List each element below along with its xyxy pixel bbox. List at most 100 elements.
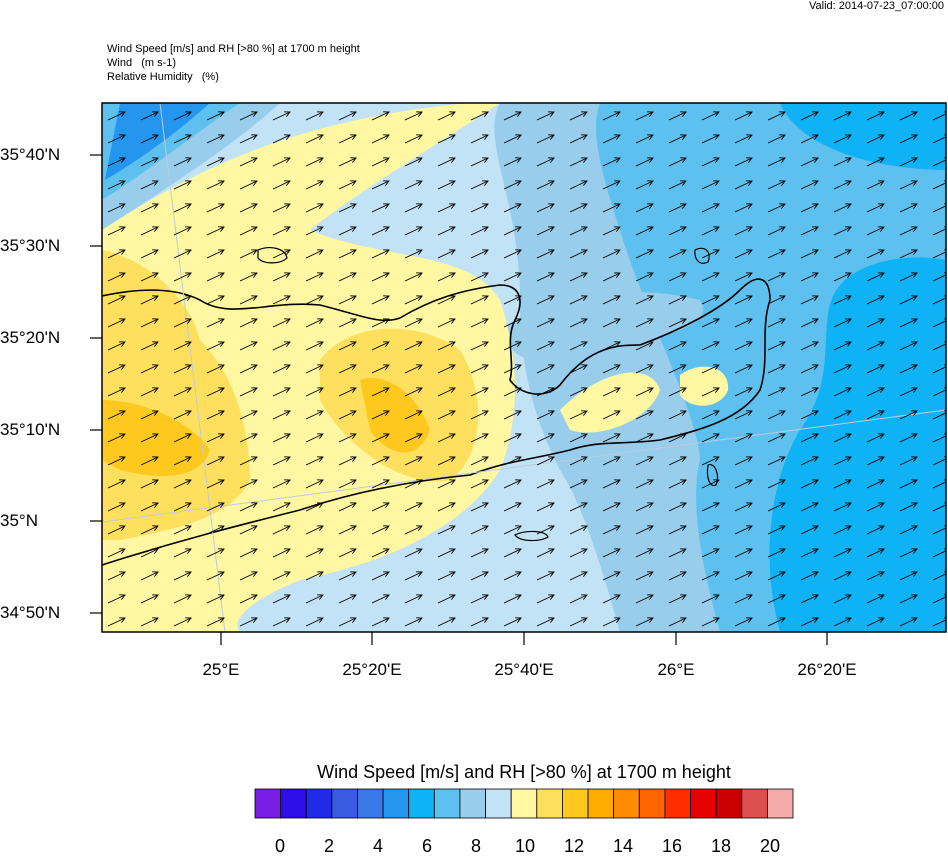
- wind-arrow: [899, 388, 917, 397]
- wind-arrow: [767, 595, 785, 604]
- wind-arrow: [866, 572, 884, 581]
- wind-arrow: [635, 319, 653, 328]
- wind-arrow: [140, 273, 158, 282]
- colorbar-swatch: [536, 788, 563, 819]
- wind-arrow: [602, 503, 620, 512]
- wind-arrow: [866, 388, 884, 397]
- wind-arrow: [635, 181, 653, 190]
- wind-arrow: [503, 319, 521, 328]
- wind-arrow: [338, 480, 356, 489]
- wind-arrow: [899, 365, 917, 374]
- wind-arrow: [173, 250, 191, 259]
- wind-arrow: [140, 204, 158, 213]
- wind-arrow: [536, 434, 554, 443]
- wind-arrow: [833, 503, 851, 512]
- wind-arrow: [173, 135, 191, 144]
- wind-arrow: [932, 112, 946, 121]
- colorbar-label: 20: [759, 836, 781, 856]
- wind-arrow: [107, 112, 125, 121]
- wind-arrow: [173, 342, 191, 351]
- wind-arrow: [734, 112, 752, 121]
- wind-arrow: [338, 549, 356, 558]
- wind-arrow: [239, 365, 257, 374]
- wind-arrow: [140, 457, 158, 466]
- meridian-line: [159, 103, 226, 632]
- wind-arrow: [833, 296, 851, 305]
- wind-arrow: [107, 181, 125, 190]
- wind-arrow: [668, 296, 686, 305]
- wind-arrow: [272, 388, 290, 397]
- wind-arrow: [338, 457, 356, 466]
- wind-arrow: [767, 135, 785, 144]
- wind-arrow: [635, 227, 653, 236]
- wind-arrow: [866, 296, 884, 305]
- wind-arrow: [866, 319, 884, 328]
- wind-arrow: [239, 572, 257, 581]
- wind-arrow: [635, 526, 653, 535]
- wind-arrow: [701, 112, 719, 121]
- wind-arrow: [602, 158, 620, 167]
- wind-arrow: [767, 618, 785, 627]
- wind-arrow: [173, 204, 191, 213]
- wind-arrow: [338, 250, 356, 259]
- wind-arrow: [932, 227, 946, 236]
- wind-arrow: [569, 503, 587, 512]
- wind-arrow: [371, 158, 389, 167]
- wind-arrow: [305, 204, 323, 213]
- colorbar-swatch: [305, 788, 333, 819]
- wind-arrow: [272, 411, 290, 420]
- wind-arrow: [932, 158, 946, 167]
- wind-arrow: [404, 388, 422, 397]
- wind-arrow: [635, 365, 653, 374]
- wind-arrow: [272, 273, 290, 282]
- wind-arrow: [536, 181, 554, 190]
- wind-arrow: [569, 480, 587, 489]
- wind-arrow: [173, 480, 191, 489]
- wind-arrow: [305, 618, 323, 627]
- wind-arrow: [734, 296, 752, 305]
- wind-arrow: [206, 204, 224, 213]
- wind-arrow: [866, 595, 884, 604]
- wind-arrow: [107, 250, 125, 259]
- wind-arrow: [239, 457, 257, 466]
- wind-arrow: [272, 526, 290, 535]
- wind-arrow: [668, 158, 686, 167]
- wind-arrow: [206, 480, 224, 489]
- wind-arrow: [107, 388, 125, 397]
- wind-arrow: [239, 595, 257, 604]
- wind-arrow: [734, 618, 752, 627]
- wind-arrow: [272, 135, 290, 144]
- wind-arrow: [767, 227, 785, 236]
- wind-arrow: [437, 411, 455, 420]
- wind-arrow: [206, 526, 224, 535]
- wind-arrow: [899, 296, 917, 305]
- wind-arrow: [503, 158, 521, 167]
- wind-arrow: [107, 457, 125, 466]
- wind-arrow: [239, 549, 257, 558]
- wind-arrow: [833, 227, 851, 236]
- wind-arrow: [602, 572, 620, 581]
- colorbar-swatch: [459, 788, 486, 819]
- wind-arrow: [536, 457, 554, 466]
- wind-arrow: [470, 434, 488, 443]
- wind-arrow: [239, 526, 257, 535]
- wind-arrow: [338, 411, 356, 420]
- wind-arrow: [602, 296, 620, 305]
- wind-arrow: [635, 618, 653, 627]
- lon-label-3: 25°40'E: [494, 660, 554, 679]
- wind-arrow: [767, 342, 785, 351]
- wind-arrow: [569, 273, 587, 282]
- wind-arrow: [272, 618, 290, 627]
- wind-arrow: [404, 227, 422, 236]
- colorbar-swatch: [690, 788, 717, 819]
- wind-arrow: [800, 411, 818, 420]
- wind-arrow: [767, 250, 785, 259]
- wind-arrow: [734, 342, 752, 351]
- wind-arrow: [800, 250, 818, 259]
- wind-arrow: [107, 158, 125, 167]
- wind-arrow: [437, 319, 455, 328]
- wind-arrow: [932, 549, 946, 558]
- wind-arrow: [734, 503, 752, 512]
- wind-arrow: [404, 204, 422, 213]
- wind-arrow: [668, 618, 686, 627]
